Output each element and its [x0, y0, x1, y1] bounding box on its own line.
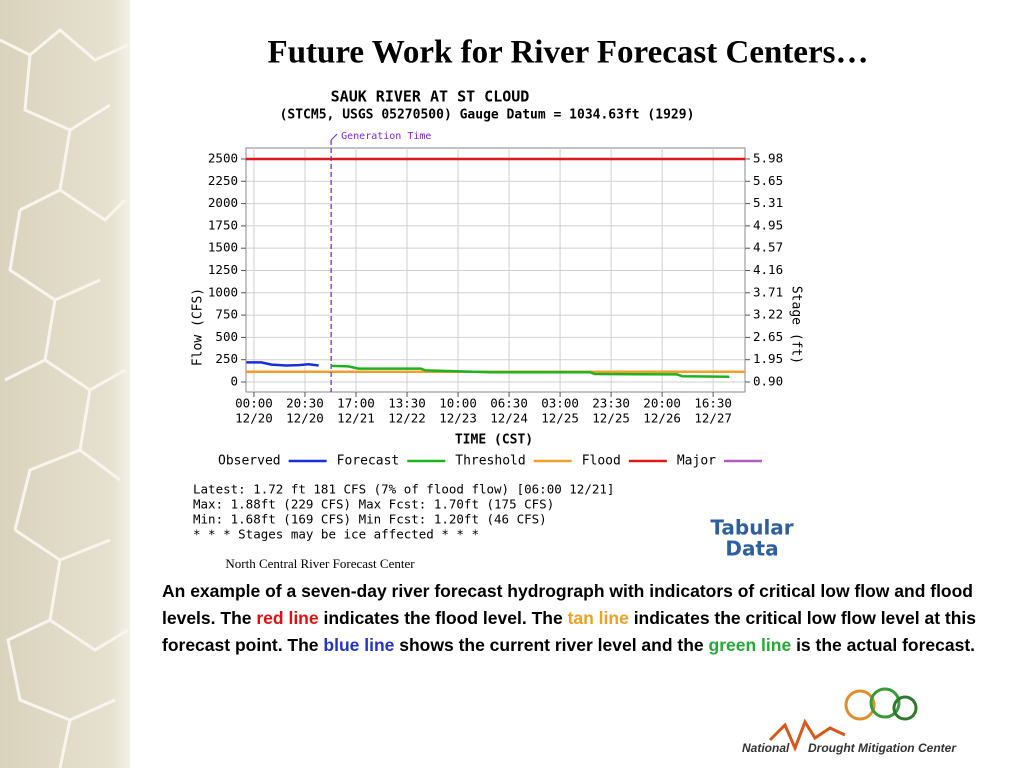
y2-tick-label: 3.22	[753, 307, 783, 322]
x-tick-date: 12/24	[490, 411, 528, 426]
logo-text: Drought Mitigation Center	[808, 741, 957, 755]
y2-axis-title: Stage (ft)	[789, 286, 804, 364]
caption-segment: tan line	[567, 608, 629, 628]
texture-strip	[0, 0, 130, 768]
legend-label: Forecast	[337, 454, 400, 469]
x-tick-date: 12/26	[643, 411, 681, 426]
x-tick-date: 12/25	[592, 411, 630, 426]
y2-tick-label: 2.65	[753, 329, 783, 344]
y2-tick-label: 5.65	[753, 173, 783, 188]
link-text[interactable]: Tabular	[710, 516, 793, 540]
x-axis-title: TIME (CST)	[455, 433, 533, 448]
y-tick-label: 1250	[208, 262, 238, 277]
logo-tree	[892, 695, 918, 721]
chart-title: SAUK RIVER AT ST CLOUD	[331, 88, 530, 106]
stats-line: Latest: 1.72 ft 181 CFS (7% of flood flo…	[193, 482, 614, 497]
legend-label: Flood	[582, 454, 621, 469]
marker-label: Generation Time	[341, 131, 431, 142]
stats-line: Min: 1.68ft (169 CFS) Min Fcst: 1.20ft (…	[193, 512, 547, 527]
caption: An example of a seven-day river forecast…	[162, 578, 982, 659]
y-tick-label: 500	[215, 329, 238, 344]
legend-label: Major	[677, 454, 716, 469]
y2-tick-label: 0.90	[753, 374, 783, 389]
caption-segment: indicates the flood level. The	[318, 608, 568, 628]
x-tick-date: 12/23	[439, 411, 477, 426]
legend-label: Observed	[218, 454, 281, 469]
stats-line: * * * Stages may be ice affected * * *	[193, 527, 479, 542]
source: North Central River Forecast Center	[225, 556, 415, 571]
y2-tick-label: 5.98	[753, 150, 783, 165]
y2-tick-label: 5.31	[753, 195, 783, 210]
logo-text: National	[742, 741, 790, 755]
caption-segment: indicates the critical low flow level at…	[162, 608, 977, 655]
y-tick-label: 1000	[208, 284, 238, 299]
marker-hook	[330, 133, 338, 141]
link-text[interactable]: Data	[725, 537, 778, 561]
caption-segment: is the actual forecast.	[791, 635, 976, 655]
stats-line: Max: 1.88ft (229 CFS) Max Fcst: 1.70ft (…	[193, 497, 554, 512]
tabular-link[interactable]: Tabular Data	[710, 516, 793, 561]
y2-tick-label: 3.71	[753, 284, 783, 299]
caption-segment: blue line	[323, 635, 395, 655]
caption-segment: red line	[256, 608, 319, 628]
y-tick-label: 250	[215, 351, 238, 366]
chart-subtitle: (STCM5, USGS 05270500) Gauge Datum = 103…	[280, 108, 695, 123]
y2-tick-label: 4.95	[753, 217, 783, 232]
x-tick-date: 12/22	[388, 411, 426, 426]
caption-segment: green line	[708, 635, 792, 655]
x-tick-label: 17:00	[337, 396, 375, 411]
logo-tree	[869, 687, 901, 719]
logo-tree	[844, 689, 876, 721]
y-tick-label: 1750	[208, 217, 238, 232]
x-tick-date: 12/27	[694, 411, 732, 426]
logo-wave	[768, 718, 846, 752]
y-tick-label: 2250	[208, 173, 238, 188]
x-tick-date: 12/25	[541, 411, 579, 426]
x-tick-date: 12/20	[286, 411, 324, 426]
x-tick-label: 06:30	[490, 396, 528, 411]
y-tick-label: 2000	[208, 195, 238, 210]
series-line	[246, 361, 319, 367]
legend-label: Threshold	[455, 454, 525, 469]
cracks	[0, 28, 129, 768]
slide-title: Future Work for River Forecast Centers…	[268, 35, 869, 71]
x-tick-label: 03:00	[541, 396, 579, 411]
y-axis-title: Flow (CFS)	[191, 288, 206, 366]
y-tick-label: 0	[230, 374, 238, 389]
x-tick-label: 13:30	[388, 396, 426, 411]
y-tick-label: 2500	[208, 150, 238, 165]
caption-segment: shows the current river level and the	[394, 635, 709, 655]
y2-tick-label: 4.16	[753, 262, 783, 277]
x-tick-label: 00:00	[235, 396, 273, 411]
y2-tick-label: 4.57	[753, 240, 783, 255]
x-tick-label: 16:30	[694, 396, 732, 411]
logo: National Drought Mitigation Center	[742, 687, 957, 755]
x-tick-date: 12/20	[235, 411, 273, 426]
x-tick-label: 23:30	[592, 396, 630, 411]
x-tick-date: 12/21	[337, 411, 375, 426]
series-line	[331, 364, 730, 378]
x-tick-label: 20:30	[286, 396, 324, 411]
x-tick-label: 10:00	[439, 396, 477, 411]
y-tick-label: 1500	[208, 240, 238, 255]
y2-tick-label: 1.95	[753, 351, 783, 366]
y-tick-label: 750	[215, 307, 238, 322]
x-tick-label: 20:00	[643, 396, 681, 411]
caption-segment: An example of a seven-day river forecast…	[162, 581, 973, 628]
